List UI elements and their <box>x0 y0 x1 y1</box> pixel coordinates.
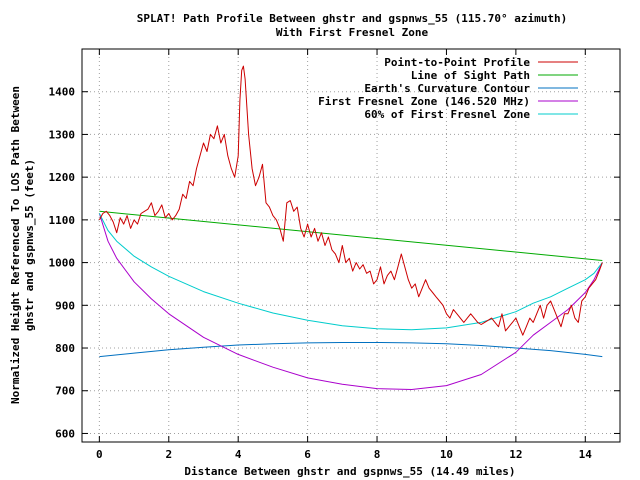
x-tick-label: 4 <box>235 448 242 461</box>
legend-label-4: 60% of First Fresnel Zone <box>364 108 530 121</box>
grid <box>82 49 620 442</box>
y-tick-label: 1300 <box>49 128 76 141</box>
y-axis-label-line-2: ghstr and gspnws_55 (feet) <box>23 159 36 331</box>
legend-label-1: Line of Sight Path <box>411 69 530 82</box>
x-axis-label: Distance Between ghstr and gspnws_55 (14… <box>184 465 515 478</box>
series-line-1 <box>99 210 603 261</box>
x-tick-label: 10 <box>440 448 453 461</box>
axis-ticks: 0 2 4 6 8 10 12 14 600 700 800 900 1000 1100 1200 1300 1… <box>49 49 620 461</box>
y-tick-label: 700 <box>55 385 75 398</box>
plot-frame <box>81 48 621 443</box>
x-tick-label: 6 <box>304 448 311 461</box>
legend-label-2: Earth's Curvature Contour <box>364 82 530 95</box>
x-tick-label: 0 <box>96 448 103 461</box>
series-line-2 <box>99 342 603 358</box>
x-tick-label: 8 <box>374 448 381 461</box>
series-line-3 <box>98 213 603 390</box>
chart-subtitle: With First Fresnel Zone <box>276 26 429 39</box>
series-group <box>98 65 603 390</box>
y-tick-label: 600 <box>55 427 75 440</box>
y-tick-label: 1400 <box>49 86 76 99</box>
y-tick-label: 800 <box>55 342 75 355</box>
legend-label-0: Point-to-Point Profile <box>384 56 530 69</box>
x-tick-label: 12 <box>509 448 522 461</box>
y-axis-label-line-1: Normalized Height Referenced To LOS Path… <box>9 86 22 404</box>
series-line-4 <box>98 213 603 331</box>
series-line-0 <box>98 65 603 336</box>
y-tick-label: 900 <box>55 299 75 312</box>
chart-title: SPLAT! Path Profile Between ghstr and gs… <box>137 12 567 25</box>
x-tick-label: 14 <box>579 448 593 461</box>
y-tick-label: 1200 <box>49 171 76 184</box>
x-tick-label: 2 <box>165 448 172 461</box>
y-tick-label: 1000 <box>49 257 76 270</box>
y-tick-label: 1100 <box>49 214 76 227</box>
legend-label-3: First Fresnel Zone (146.520 MHz) <box>318 95 530 108</box>
